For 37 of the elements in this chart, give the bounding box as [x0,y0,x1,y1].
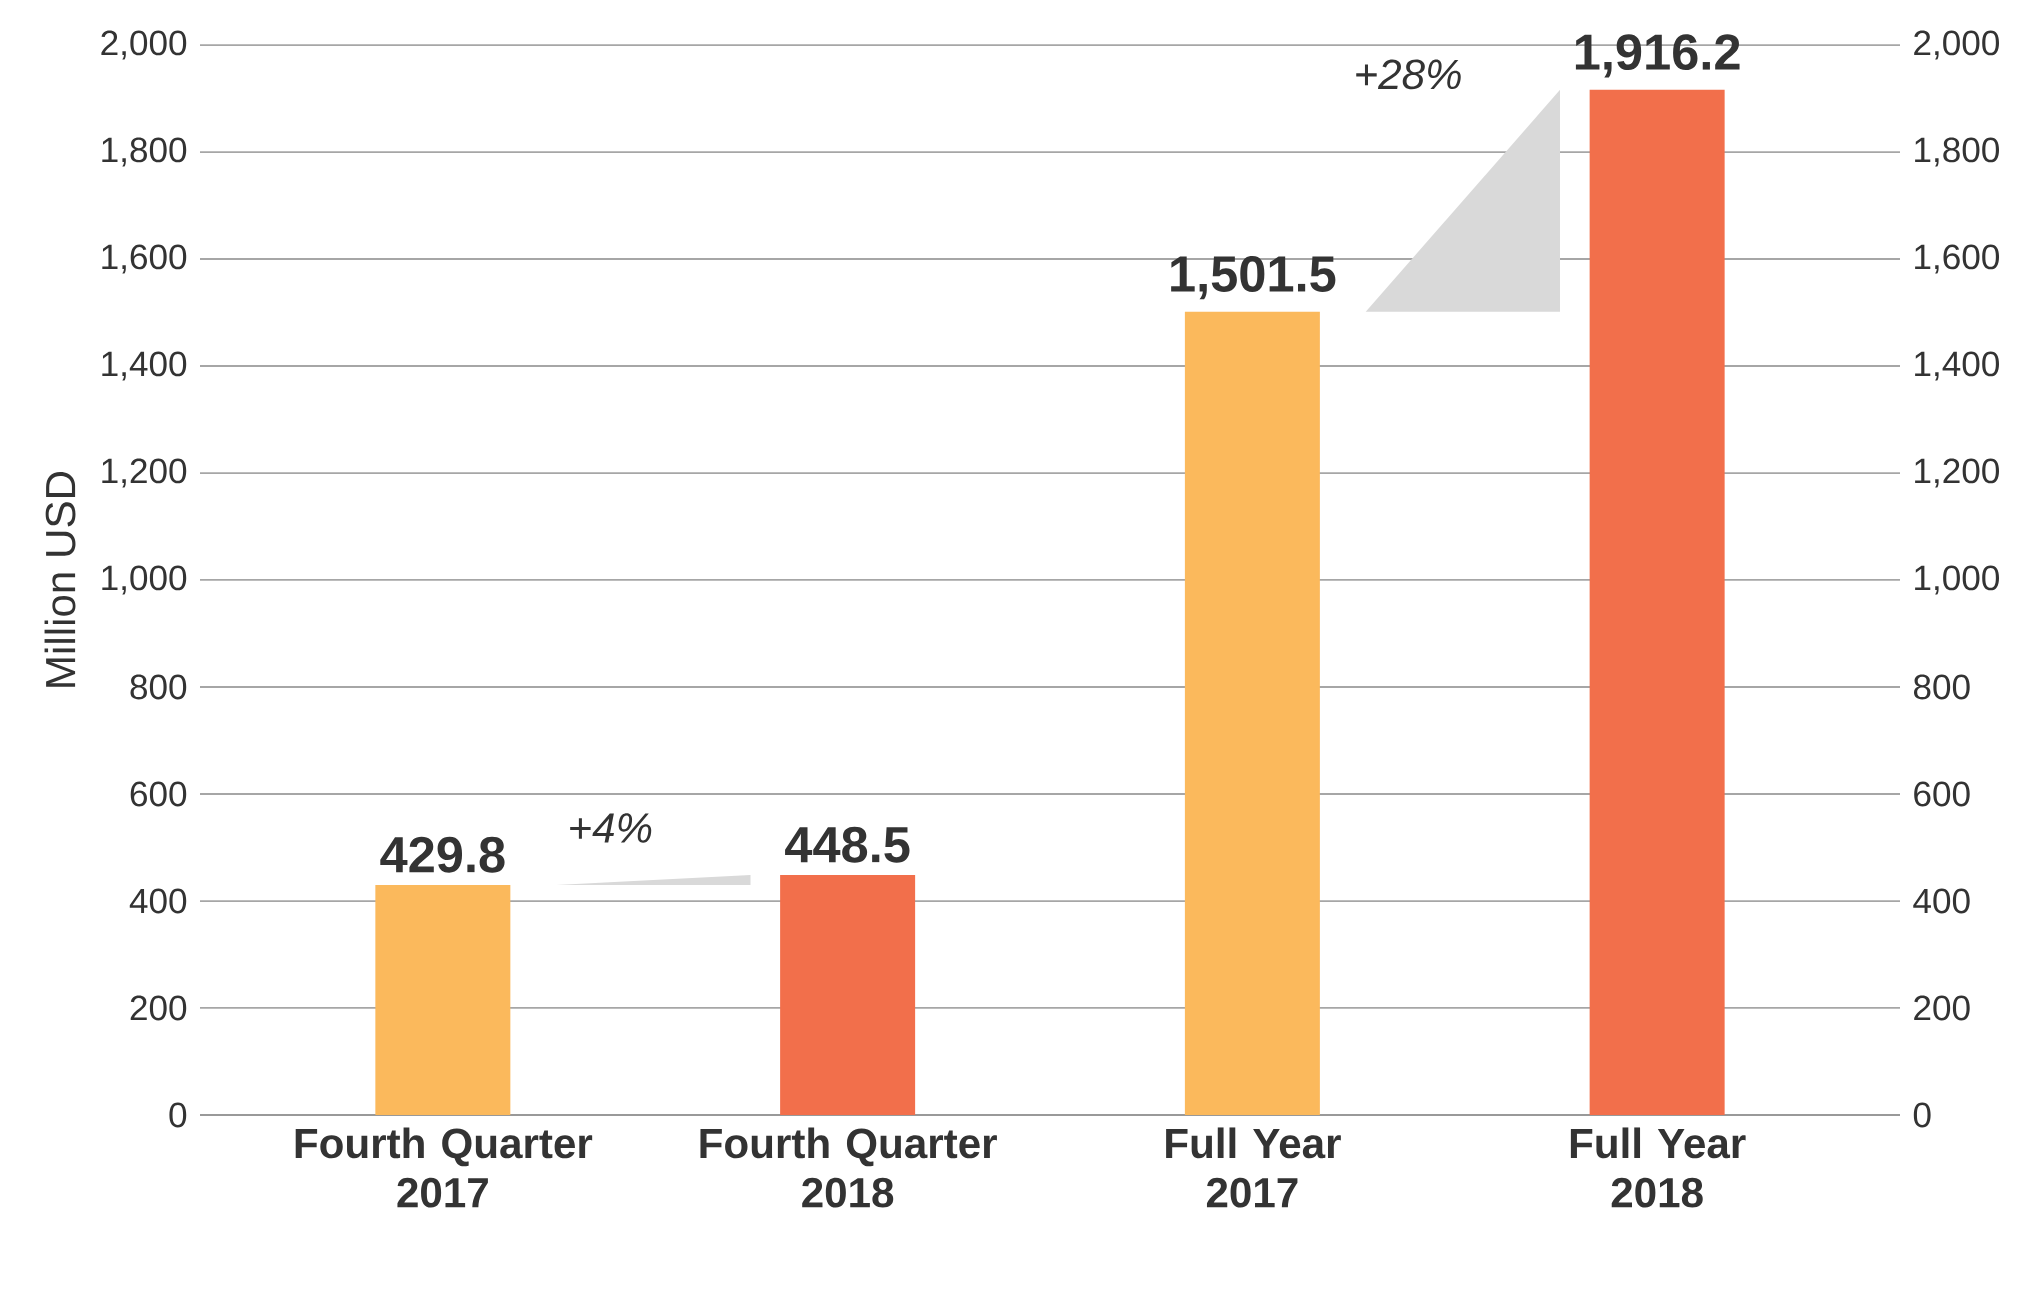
y2-tick-label: 800 [1913,674,1970,700]
data-label: 448.5 [785,826,910,863]
y-tick-label: 1,000 [102,565,187,595]
data-label: 429.8 [380,836,505,873]
annotation: +4% [570,813,652,843]
y2-tick-label: 1,400 [1915,351,2000,381]
y-tick-label: 1,200 [102,458,187,488]
y-tick-label: 600 [130,781,187,807]
y-tick-label: 1,800 [102,137,187,167]
data-label: 1,916.2 [1575,34,1740,78]
x-tick-label: Full Year 2017 [1166,1127,1341,1208]
y-tick-label: 0 [169,1102,187,1128]
y2-tick-label: 2,000 [1914,30,2000,60]
y2-tick-label: 1,600 [1915,244,2000,274]
y-tick-label: 1,600 [102,244,187,274]
y2-tick-label: 0 [1913,1102,1931,1128]
bar [780,875,916,1115]
annotation: +28% [1356,59,1461,90]
y-axis-title: Million USD [44,471,76,687]
y-tick-label: 400 [129,888,187,914]
y2-tick-label: 400 [1913,888,1970,914]
bar [1184,311,1320,1115]
y2-tick-label: 600 [1914,781,1970,807]
y-tick-label: 1,400 [102,351,187,381]
data-label: 1,501.5 [1171,256,1336,300]
y-tick-label: 800 [130,674,187,700]
x-tick-label: Fourth Quarter 2018 [700,1127,997,1208]
bar [1589,89,1725,1115]
y-tick-label: 2,000 [101,30,187,60]
y2-tick-label: 1,000 [1915,565,2000,595]
x-tick-label: Full Year 2018 [1570,1127,1746,1208]
y2-tick-label: 200 [1914,995,1970,1021]
y2-tick-label: 1,800 [1915,137,2000,167]
x-tick-label: Fourth Quarter 2017 [295,1127,593,1208]
bar [375,885,511,1115]
y-tick-label: 200 [130,995,187,1021]
y2-tick-label: 1,200 [1915,458,2000,488]
